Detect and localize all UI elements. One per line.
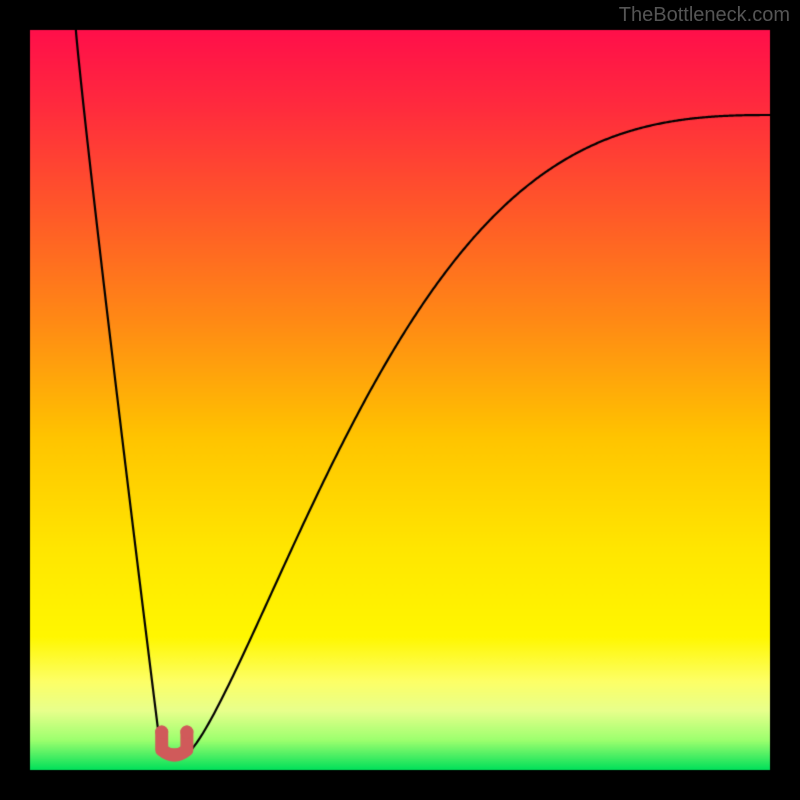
watermark-text: TheBottleneck.com (619, 4, 790, 27)
chart-stage: TheBottleneck.com (0, 0, 800, 800)
bottleneck-chart-canvas (0, 0, 800, 800)
